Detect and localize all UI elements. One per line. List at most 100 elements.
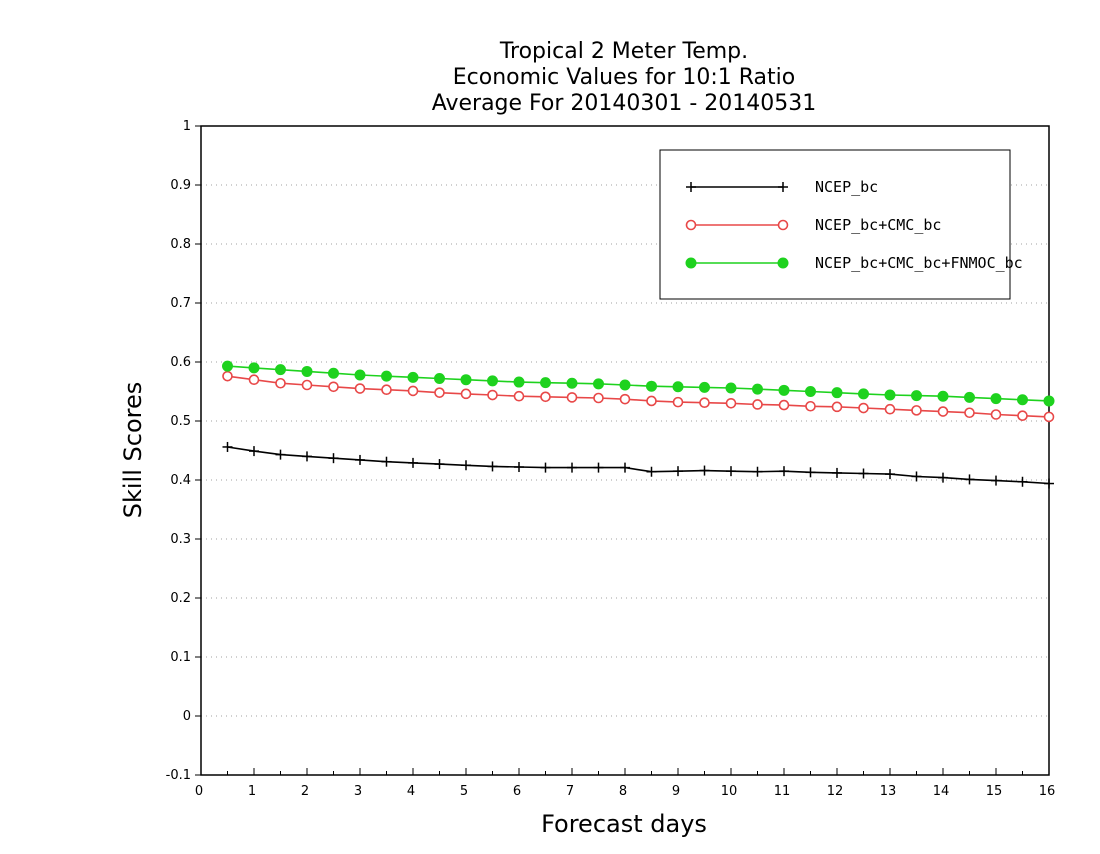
y-tick-label: 0.7 bbox=[170, 296, 191, 311]
x-tick-label: 4 bbox=[407, 784, 415, 799]
legend-marker-left bbox=[685, 219, 697, 231]
data-point bbox=[991, 475, 1001, 486]
data-point bbox=[328, 453, 339, 464]
series-layer bbox=[222, 360, 1055, 489]
data-point bbox=[381, 370, 392, 382]
data-point bbox=[725, 397, 737, 409]
data-point bbox=[540, 462, 551, 473]
legend-entry-2: NCEP_bc+CMC_bc+FNMOC_bc bbox=[685, 254, 1023, 272]
data-point bbox=[301, 365, 313, 377]
data-point bbox=[593, 462, 604, 473]
legend-label: NCEP_bc+CMC_bc+FNMOC_bc bbox=[815, 254, 1023, 272]
data-point bbox=[646, 380, 657, 392]
data-point bbox=[779, 466, 789, 477]
legend-entry-0: NCEP_bc bbox=[686, 178, 878, 196]
data-point bbox=[355, 454, 365, 465]
chart-title-line-1: Tropical 2 Meter Temp. bbox=[499, 39, 748, 64]
data-point bbox=[832, 467, 842, 478]
x-tick-label: 15 bbox=[986, 784, 1003, 799]
data-point bbox=[513, 390, 525, 402]
y-tick-label: 0.5 bbox=[170, 414, 191, 429]
x-tick-label: 11 bbox=[774, 784, 791, 799]
data-point bbox=[672, 396, 684, 408]
data-point bbox=[275, 377, 286, 389]
data-point bbox=[407, 371, 419, 383]
data-point bbox=[566, 392, 578, 403]
chart-title-line-3: Average For 20140301 - 20140531 bbox=[432, 91, 817, 116]
data-point bbox=[884, 389, 896, 401]
data-point bbox=[593, 392, 604, 404]
data-point bbox=[858, 388, 869, 400]
data-point bbox=[620, 462, 630, 473]
data-point bbox=[248, 362, 260, 374]
x-tick-label: 16 bbox=[1039, 784, 1056, 799]
data-point bbox=[937, 406, 949, 417]
data-point bbox=[726, 466, 736, 477]
data-point bbox=[434, 387, 445, 398]
series-1 bbox=[222, 370, 1055, 423]
data-point bbox=[354, 383, 366, 394]
data-point bbox=[540, 391, 551, 403]
data-point bbox=[566, 377, 578, 389]
y-axis-label: Skill Scores bbox=[119, 382, 147, 519]
data-point bbox=[1043, 411, 1055, 423]
data-point bbox=[222, 441, 233, 452]
legend: NCEP_bc NCEP_bc+CMC_bc NCEP_bc+CMC_bc+FNMO… bbox=[659, 149, 1023, 300]
data-point bbox=[990, 409, 1002, 420]
data-point bbox=[937, 390, 949, 402]
legend-marker-left bbox=[685, 257, 697, 269]
data-point bbox=[831, 387, 843, 399]
data-point bbox=[805, 386, 816, 397]
data-point bbox=[805, 400, 816, 412]
data-point bbox=[752, 383, 763, 395]
x-tick-label: 14 bbox=[933, 784, 950, 799]
data-point bbox=[646, 395, 657, 407]
data-point bbox=[301, 379, 313, 391]
data-point bbox=[672, 381, 684, 393]
data-point bbox=[884, 403, 896, 415]
data-point bbox=[964, 407, 975, 419]
data-point bbox=[885, 469, 895, 480]
chart-title-line-2: Economic Values for 10:1 Ratio bbox=[453, 65, 795, 90]
data-point bbox=[911, 471, 922, 482]
data-point bbox=[408, 457, 418, 468]
data-point bbox=[858, 402, 869, 414]
x-tick-label: 0 bbox=[195, 784, 203, 799]
data-point bbox=[514, 462, 524, 473]
data-point bbox=[487, 389, 498, 401]
data-point bbox=[673, 466, 683, 477]
data-point bbox=[1017, 476, 1028, 487]
x-tick-label: 12 bbox=[827, 784, 844, 799]
data-point bbox=[1044, 478, 1054, 489]
data-point bbox=[805, 467, 816, 478]
data-point bbox=[275, 364, 286, 376]
x-tick-label: 6 bbox=[513, 784, 521, 799]
legend-entry-1: NCEP_bc+CMC_bc bbox=[685, 216, 941, 234]
series-line-0 bbox=[227, 446, 1050, 485]
y-tick-label: 0.9 bbox=[170, 178, 191, 193]
data-point bbox=[1017, 410, 1028, 421]
data-point bbox=[646, 466, 657, 477]
y-tick-label: 0.8 bbox=[170, 237, 191, 252]
data-point bbox=[328, 367, 339, 379]
y-tick-label: 0.6 bbox=[170, 355, 191, 370]
x-tick-label: 3 bbox=[354, 784, 362, 799]
data-point bbox=[964, 391, 975, 403]
x-tick-label: 13 bbox=[880, 784, 897, 799]
legend-marker-right bbox=[777, 257, 789, 269]
x-axis-label: Forecast days bbox=[541, 810, 707, 838]
data-point bbox=[222, 360, 233, 372]
data-point bbox=[487, 375, 498, 387]
data-point bbox=[567, 462, 577, 473]
data-point bbox=[434, 373, 445, 385]
data-point bbox=[831, 401, 843, 413]
series-2 bbox=[222, 360, 1055, 407]
legend-label: NCEP_bc+CMC_bc bbox=[815, 216, 941, 234]
data-point bbox=[275, 449, 286, 460]
data-point bbox=[328, 381, 339, 393]
data-point bbox=[434, 459, 445, 470]
data-point bbox=[249, 446, 259, 457]
series-line-2 bbox=[227, 365, 1050, 402]
data-point bbox=[699, 397, 710, 409]
